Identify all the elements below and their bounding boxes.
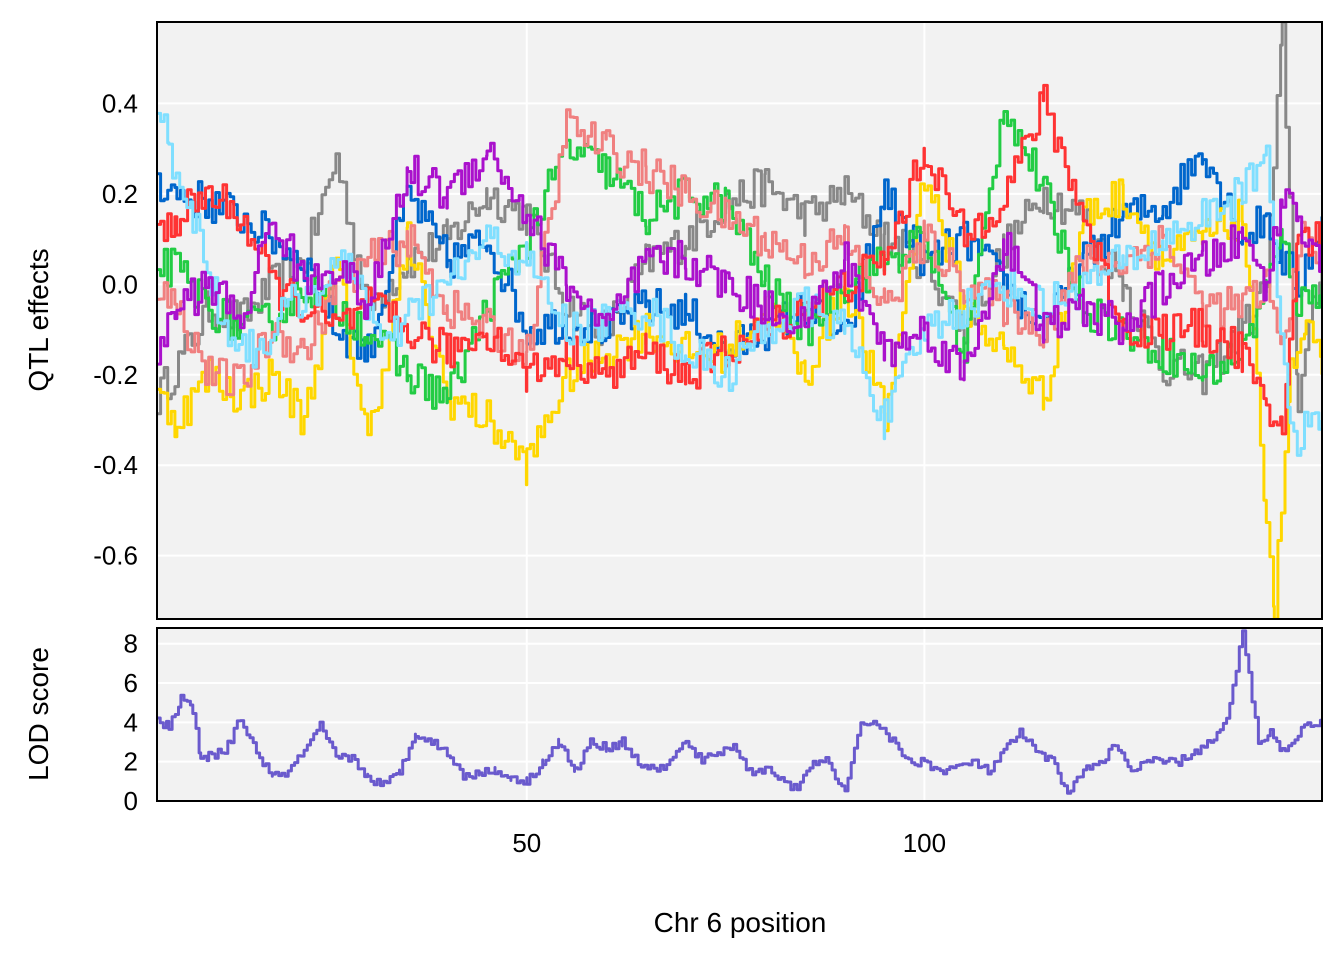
- bottom-y-axis: 0 2 4 6 8: [124, 629, 138, 816]
- lod-score-series: [157, 629, 1322, 795]
- bottom-y-tick-label: 4: [124, 707, 138, 737]
- top-y-tick-label: -0.4: [93, 450, 138, 480]
- bottom-y-tick-label: 2: [124, 747, 138, 777]
- qtl-effect-line-7: [157, 111, 1322, 457]
- top-y-tick-label: -0.2: [93, 360, 138, 390]
- bottom-y-axis-title: LOD score: [23, 647, 54, 781]
- bottom-y-tick-label: 0: [124, 786, 138, 816]
- top-y-tick-label: 0.4: [102, 88, 138, 118]
- x-axis: 50 100: [512, 828, 946, 858]
- qtl-effect-line-8: [157, 141, 1322, 382]
- top-y-axis-title: QTL effects: [23, 248, 54, 391]
- bottom-y-tick-label: 6: [124, 668, 138, 698]
- qtl-effect-line-5: [157, 108, 1322, 397]
- lod-score-line: [157, 629, 1322, 795]
- top-y-tick-label: 0.0: [102, 269, 138, 299]
- x-tick-label: 50: [512, 828, 541, 858]
- bottom-y-tick-label: 8: [124, 629, 138, 659]
- top-panel-border: [156, 21, 1323, 620]
- top-y-tick-label: 0.2: [102, 179, 138, 209]
- x-axis-title: Chr 6 position: [654, 907, 827, 938]
- bottom-panel-border: [156, 627, 1323, 802]
- bottom-panel-background: [157, 628, 1322, 801]
- qtl-effect-line-3: [157, 178, 1322, 619]
- top-y-tick-label: -0.6: [93, 541, 138, 571]
- x-tick-label: 100: [903, 828, 946, 858]
- qtl-effect-series: [157, 22, 1322, 619]
- top-y-axis: 0.4 0.2 0.0 -0.2 -0.4 -0.6: [93, 88, 138, 570]
